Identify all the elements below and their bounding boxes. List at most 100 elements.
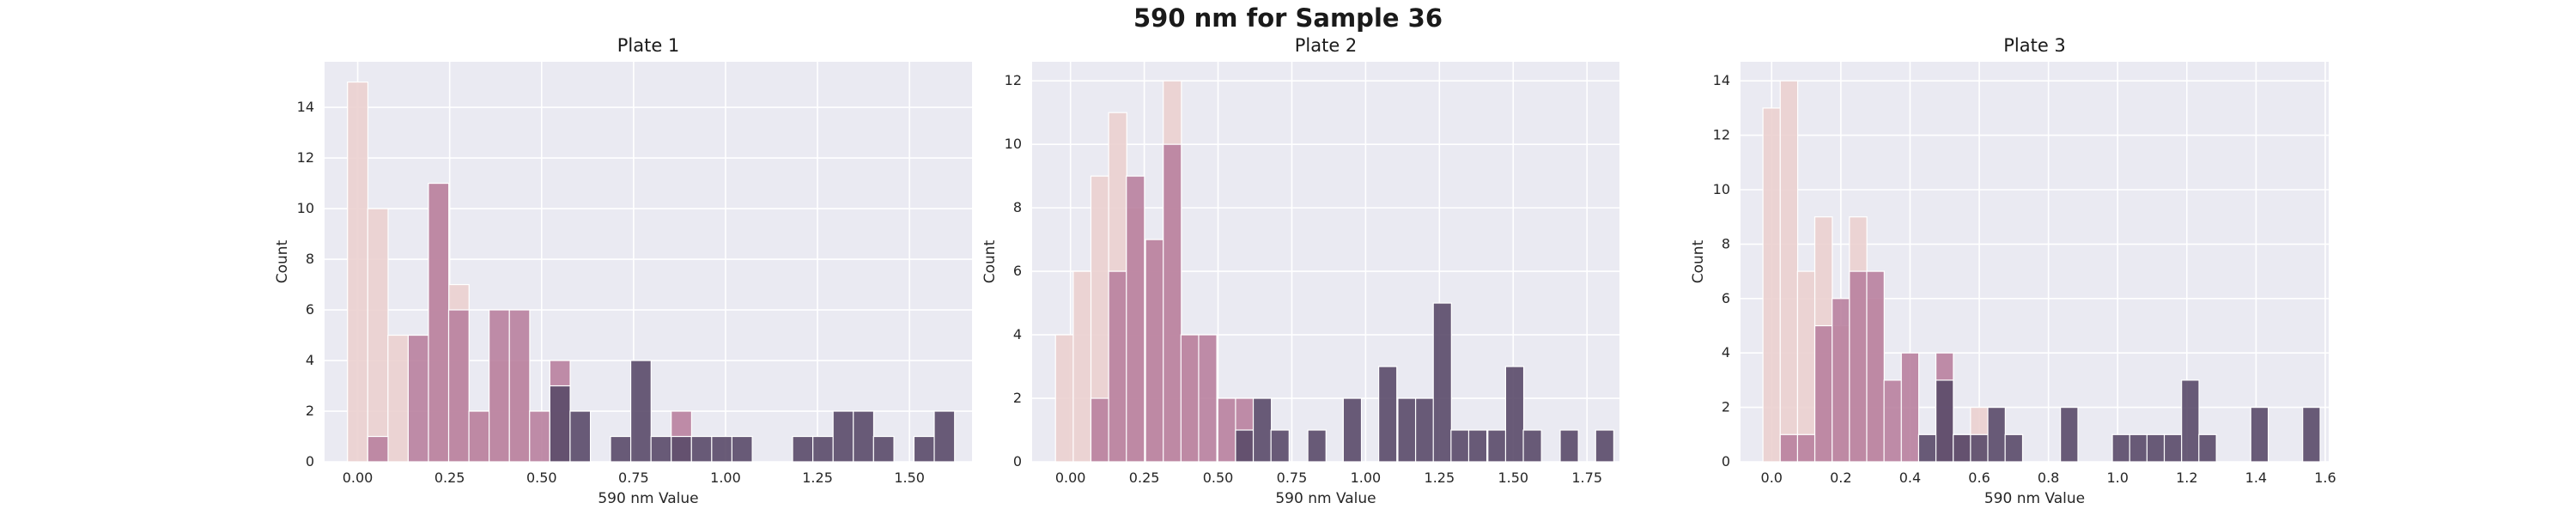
x-tick-label: 1.4 [2245, 470, 2267, 486]
histogram-bar [1779, 80, 1799, 463]
histogram-bar [1917, 433, 1937, 463]
histogram-bar [1252, 397, 1273, 463]
x-tick-label: 1.6 [2314, 470, 2336, 486]
x-tick-label: 0.4 [1899, 470, 1921, 486]
histogram-bar [569, 410, 592, 463]
histogram-bar [2146, 433, 2166, 463]
y-axis-label: Count [274, 239, 291, 283]
histogram-bar [1762, 107, 1782, 463]
y-tick-label: 0 [1722, 453, 1730, 470]
x-tick-label: 0.50 [1203, 470, 1234, 486]
plate-title: Plate 3 [2003, 35, 2066, 56]
y-tick-label: 12 [1713, 127, 1730, 143]
y-tick-label: 10 [1005, 136, 1022, 152]
histogram-bar [428, 182, 450, 463]
histogram-bar [2198, 433, 2217, 463]
y-tick-label: 4 [1722, 344, 1730, 360]
x-tick-label: 1.50 [894, 470, 925, 486]
histogram-bar [1414, 397, 1435, 463]
histogram-bar [1072, 270, 1092, 463]
histogram-bar [711, 435, 733, 463]
histogram-bar [1953, 433, 1971, 463]
x-tick-label: 0.2 [1830, 470, 1851, 486]
histogram-bar [1198, 334, 1218, 463]
histogram-bar [1832, 298, 1850, 463]
x-tick-label: 1.75 [1571, 470, 1602, 486]
x-tick-label: 1.00 [1351, 470, 1382, 486]
histogram-bar [1432, 302, 1452, 463]
y-tick-label: 8 [306, 251, 314, 267]
histogram-bar [1796, 433, 1816, 463]
histogram-bar [1126, 175, 1145, 463]
histogram-bar [508, 309, 531, 463]
histogram-bar [2181, 379, 2200, 463]
y-tick-label: 6 [306, 301, 314, 318]
histogram-bar [812, 435, 834, 463]
plate-panel: 0 2 4 6 8 10 12 14 0.00 0.25 0.50 0.75 1.00 1.25 1.50 P… [274, 35, 972, 507]
x-tick-label: 0.75 [1277, 470, 1308, 486]
y-tick-label: 6 [1722, 290, 1730, 306]
histogram-bar [832, 410, 854, 463]
histogram-bar [529, 410, 551, 463]
histogram-bar [1559, 429, 1579, 463]
histogram-bar [1397, 397, 1417, 463]
histogram-bar [792, 435, 814, 463]
histogram-bar [1235, 429, 1255, 463]
histogram-bar [2004, 433, 2024, 463]
x-tick-label: 0.00 [1055, 470, 1086, 486]
histogram-bar [1814, 324, 1833, 463]
histogram-bar [629, 360, 652, 463]
histogram-bar [1487, 429, 1507, 463]
plate-panel: 0 2 4 6 8 10 12 0.00 0.25 0.50 0.75 1.00 1.25 1.50 1.7… [981, 35, 1619, 507]
x-tick-label: 1.00 [710, 470, 741, 486]
x-tick-label: 1.50 [1498, 470, 1528, 486]
histogram-bar [1796, 270, 1816, 463]
histogram-bar [1849, 270, 1868, 463]
histogram-bar [489, 309, 510, 463]
histogram-bar [1450, 429, 1470, 463]
x-tick-label: 0.6 [1968, 470, 1990, 486]
histogram-bar [407, 334, 429, 463]
histogram-bar [1883, 379, 1903, 463]
histogram-bar [913, 435, 935, 463]
y-tick-label: 0 [306, 453, 314, 470]
histogram-bar [549, 385, 571, 463]
x-tick-label: 0.25 [434, 470, 465, 486]
histogram-bar [367, 435, 389, 463]
histogram-bar [1595, 429, 1614, 463]
histogram-bar [2250, 406, 2269, 463]
histogram-bar [690, 435, 713, 463]
histogram-bar [1935, 379, 1954, 463]
figure-title: 590 nm for Sample 36 [1133, 3, 1443, 33]
histogram-bar [1522, 429, 1542, 463]
y-tick-label: 8 [1013, 199, 1022, 215]
histogram-bar [1307, 429, 1327, 463]
x-axis-label: 590 nm Value [1275, 490, 1376, 507]
histogram-bar [1217, 397, 1237, 463]
x-tick-label: 1.2 [2176, 470, 2197, 486]
y-tick-label: 2 [1722, 399, 1730, 415]
histogram-bar [468, 410, 490, 463]
histogram-bar [731, 435, 753, 463]
histogram-bar [387, 334, 410, 463]
histogram-bar [1779, 433, 1799, 463]
y-tick-label: 8 [1722, 235, 1730, 251]
x-tick-label: 1.25 [802, 470, 833, 486]
y-tick-label: 4 [306, 352, 314, 368]
plate-title: Plate 1 [617, 35, 680, 56]
x-axis-label: 590 nm Value [598, 490, 698, 507]
histogram-bar [1145, 239, 1164, 463]
y-tick-label: 4 [1013, 326, 1022, 342]
plate-title: Plate 2 [1295, 35, 1358, 56]
x-tick-label: 0.0 [1761, 470, 1783, 486]
x-tick-label: 1.0 [2106, 470, 2128, 486]
histogram-bar [1866, 270, 1885, 463]
histogram-bar [2111, 433, 2131, 463]
histogram-bar [1987, 406, 2006, 463]
histogram-bar [1467, 429, 1488, 463]
histogram-bar [1270, 429, 1290, 463]
plate-panel: 0 2 4 6 8 10 12 14 0.0 0.2 0.4 0.6 0.8 1.0 1.2 1.4 1.6 Pl… [1690, 35, 2336, 507]
histogram-bar [1054, 334, 1074, 463]
x-tick-label: 0.50 [526, 470, 557, 486]
